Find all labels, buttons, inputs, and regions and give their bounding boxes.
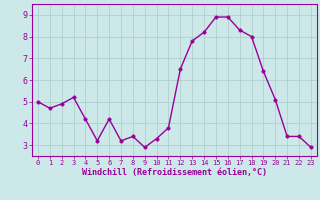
- X-axis label: Windchill (Refroidissement éolien,°C): Windchill (Refroidissement éolien,°C): [82, 168, 267, 177]
